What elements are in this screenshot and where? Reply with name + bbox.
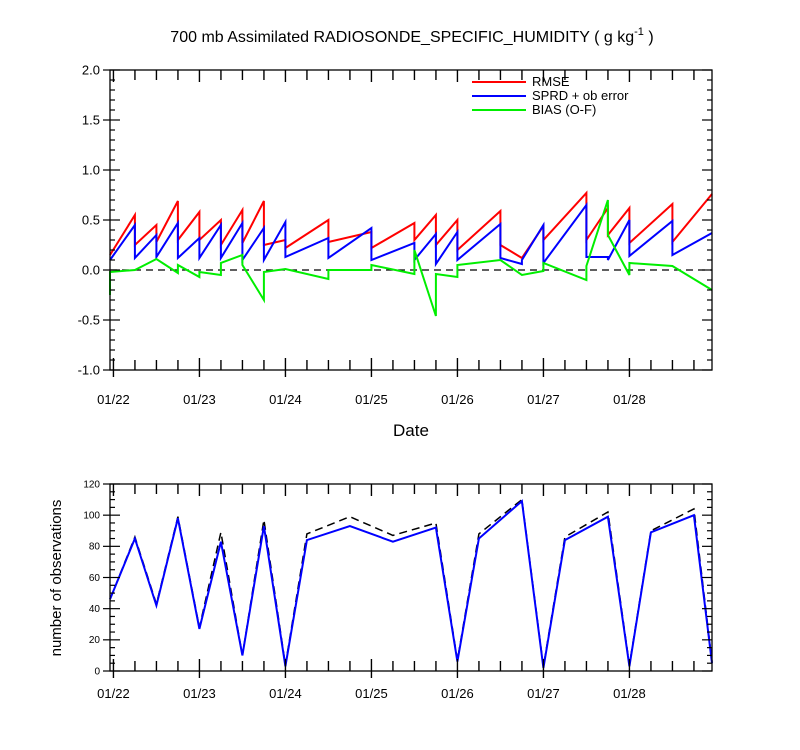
y-tick-label: 120 [83,479,100,490]
x-tick-label: 01/23 [183,686,216,701]
y-tick-label: 0.5 [82,212,100,227]
x-tick-label: 01/22 [97,686,130,701]
y-tick-label: 40 [89,604,101,615]
observation-count-plot: 0 20 40 60 80 100 120 01/22 01/23 01/24 01/25 01/26… [83,479,713,701]
y-tick-label: 20 [89,635,101,646]
x-axis-title-top: Date [393,421,429,440]
y-tick-label: 60 [89,573,101,584]
y-tick-label: -1.0 [78,362,100,377]
y-tick-label: 0 [94,666,100,677]
x-tick-label: 01/26 [441,392,474,407]
bias-rmse-plot: -1.0 -0.5 0.0 0.5 1.0 1.5 2.0 01/22 01/23 01/24 01… [78,62,713,407]
plot-frame [109,483,713,672]
x-tick-label: 01/26 [441,686,474,701]
x-tick-label: 01/25 [355,392,388,407]
x-tick-label: 01/28 [613,392,646,407]
legend-label: SPRD + ob error [532,88,629,103]
series-line-possible-obs [109,498,713,667]
x-tick-label: 01/27 [527,392,560,407]
series-line-bias-o-f [109,199,713,317]
x-tick-label: 01/22 [97,392,130,407]
legend-label: RMSE [532,74,570,89]
y-tick-label: 0.0 [82,262,100,277]
legend-label: BIAS (O-F) [532,102,596,117]
series-line-used-obs [109,499,713,669]
x-tick-label: 01/24 [269,392,302,407]
x-tick-label: 01/25 [355,686,388,701]
chart-title: 700 mb Assimilated RADIOSONDE_SPECIFIC_H… [170,26,653,46]
x-tick-label: 01/27 [527,686,560,701]
x-tick-label: 01/23 [183,392,216,407]
x-tick-label: 01/28 [613,686,646,701]
y-tick-label: 1.0 [82,162,100,177]
x-tick-label: 01/24 [269,686,302,701]
y-tick-label: 100 [83,511,100,522]
y-axis-title-bottom: number of observations [48,500,65,657]
y-tick-label: 2.0 [82,62,100,77]
y-tick-label: 80 [89,542,101,553]
y-tick-label: 1.5 [82,112,100,127]
y-tick-label: -0.5 [78,312,100,327]
